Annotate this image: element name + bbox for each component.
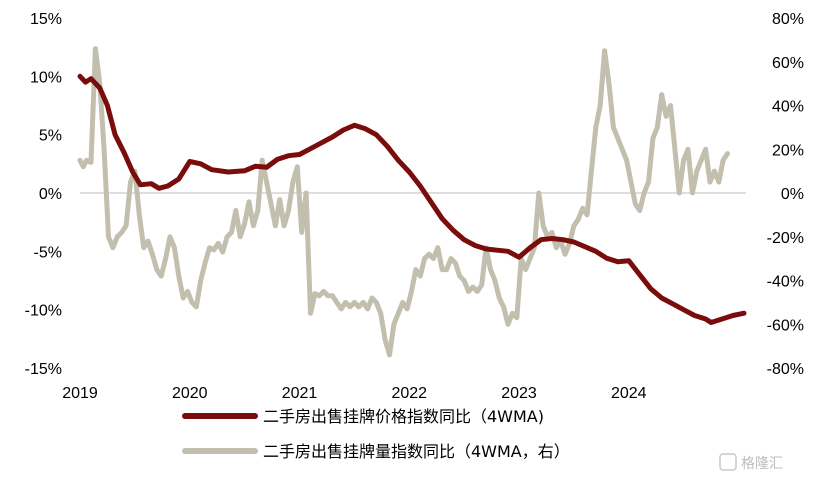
right-y-axis: 80% 60% 40% 20% 0% -20% -40% -60% -80% — [767, 11, 804, 378]
y-left-tick-label: -15% — [25, 361, 62, 378]
y-left-tick-label: 10% — [30, 69, 62, 86]
series-line-price — [77, 73, 747, 325]
y-right-tick-label: 80% — [772, 11, 804, 28]
y-right-tick-label: -20% — [767, 230, 804, 247]
x-tick-label: 2020 — [172, 385, 208, 402]
y-left-tick-label: -10% — [25, 303, 62, 320]
x-tick-label: 2023 — [501, 385, 537, 402]
y-right-tick-label: -80% — [767, 361, 804, 378]
legend-label-volume: 二手房出售挂牌量指数同比（4WMA，右） — [263, 442, 570, 461]
left-y-axis: 15% 10% 5% 0% -5% -10% -15% — [25, 11, 62, 378]
watermark-logo-icon — [719, 453, 737, 471]
y-left-tick-label: 0% — [39, 186, 62, 203]
legend: 二手房出售挂牌价格指数同比（4WMA) 二手房出售挂牌量指数同比（4WMA，右） — [182, 407, 570, 461]
y-right-tick-label: 60% — [772, 55, 804, 72]
x-tick-label: 2022 — [391, 385, 427, 402]
legend-label-price: 二手房出售挂牌价格指数同比（4WMA) — [263, 407, 544, 426]
x-axis: 2019 2020 2021 2022 2023 2024 — [62, 385, 646, 402]
y-right-tick-label: 40% — [772, 99, 804, 116]
y-right-tick-label: -40% — [767, 274, 804, 291]
y-right-tick-label: 20% — [772, 142, 804, 159]
watermark-text: 格隆汇 — [741, 456, 783, 472]
y-left-tick-label: 5% — [39, 128, 62, 145]
y-right-tick-label: -60% — [767, 317, 804, 334]
y-left-tick-label: -5% — [34, 244, 62, 261]
y-left-tick-label: 15% — [30, 11, 62, 28]
series-layer — [77, 46, 747, 358]
series-line-volume — [77, 46, 730, 358]
x-tick-label: 2024 — [611, 385, 647, 402]
watermark: 格隆汇 — [719, 453, 783, 472]
x-tick-label: 2021 — [282, 385, 318, 402]
y-right-tick-label: 0% — [781, 186, 804, 203]
x-tick-label: 2019 — [62, 385, 98, 402]
